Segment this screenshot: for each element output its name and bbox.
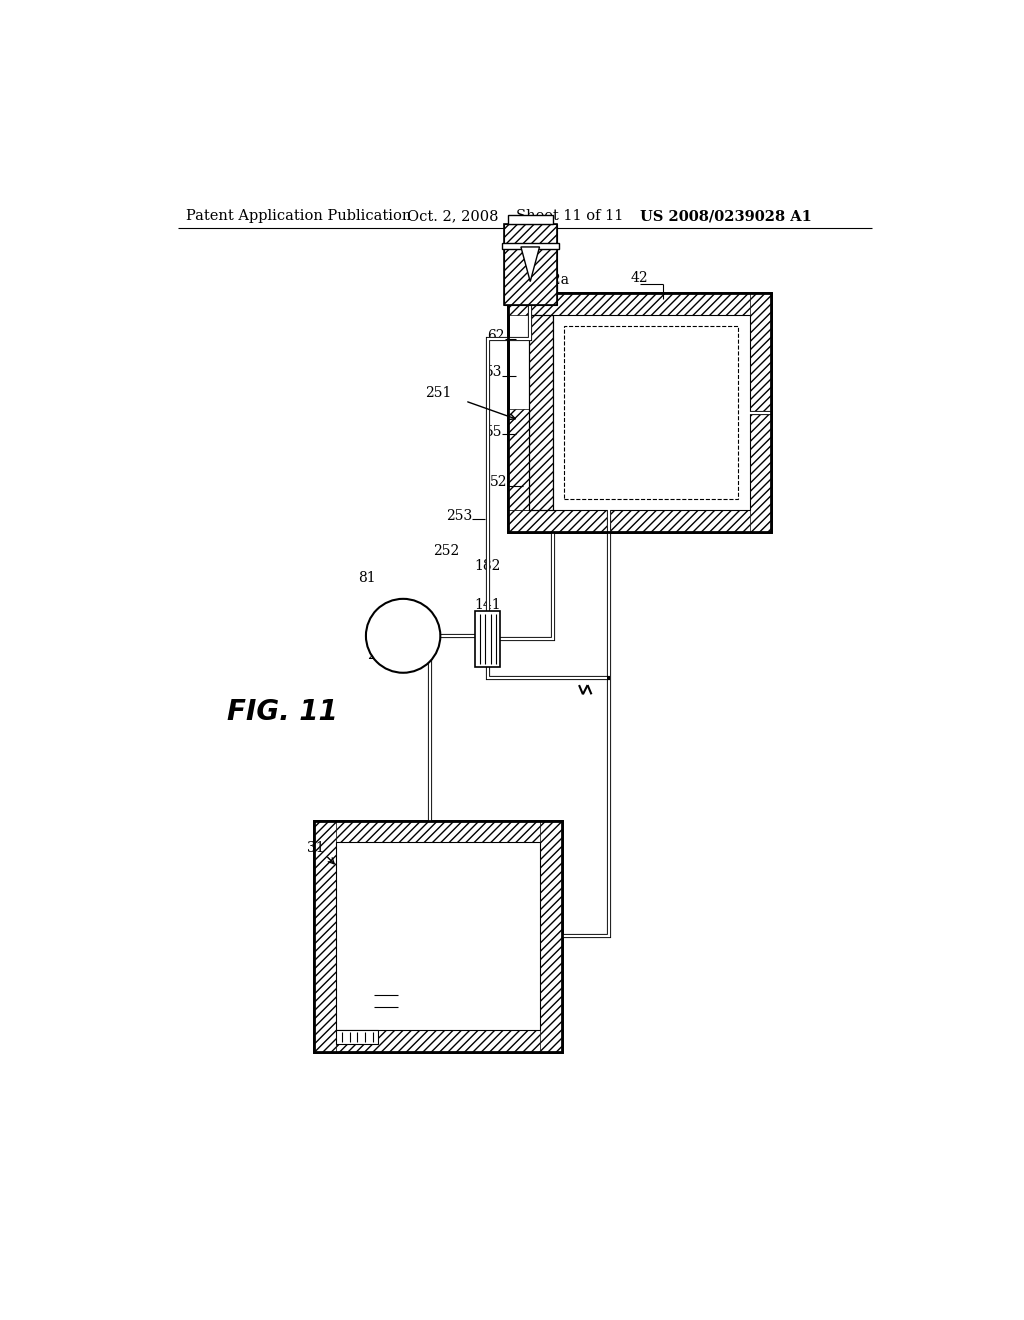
Text: 53: 53 [485, 366, 503, 379]
Polygon shape [521, 247, 540, 281]
Bar [314, 1030, 562, 1052]
Text: FIG. 11: FIG. 11 [227, 698, 338, 726]
Text: 251: 251 [425, 387, 452, 400]
Text: 141: 141 [474, 598, 501, 612]
Bar [314, 821, 562, 842]
Bar [314, 821, 562, 1052]
Text: 42a: 42a [544, 273, 569, 286]
Text: 182: 182 [474, 560, 501, 573]
Bar [541, 821, 562, 1052]
Bar [504, 224, 557, 305]
Text: 55: 55 [528, 273, 546, 286]
Bar [336, 1030, 378, 1044]
Bar [529, 314, 553, 511]
Text: Oct. 2, 2008: Oct. 2, 2008 [407, 209, 499, 223]
Text: 51: 51 [513, 273, 530, 286]
Circle shape [366, 599, 440, 673]
Bar [475, 611, 500, 667]
Bar [508, 511, 771, 532]
Bar [553, 314, 750, 511]
Text: Patent Application Publication: Patent Application Publication [186, 209, 412, 223]
Bar [336, 842, 541, 1030]
Bar [508, 293, 771, 314]
Bar [504, 224, 557, 305]
Text: 241: 241 [367, 648, 393, 663]
Bar [314, 821, 562, 1052]
Bar [564, 326, 738, 499]
Text: 52: 52 [489, 475, 507, 488]
Bar [508, 409, 529, 511]
Text: 253: 253 [445, 510, 472, 524]
Text: 81: 81 [357, 572, 376, 585]
Bar [314, 821, 336, 1052]
Text: 62: 62 [487, 329, 505, 342]
Text: 252: 252 [432, 544, 459, 558]
Bar [750, 293, 771, 532]
Text: 31: 31 [307, 841, 325, 854]
Text: 42: 42 [631, 271, 648, 285]
Text: Sheet 11 of 11: Sheet 11 of 11 [515, 209, 623, 223]
Bar [508, 215, 553, 224]
Bar [508, 293, 771, 532]
Text: US 2008/0239028 A1: US 2008/0239028 A1 [640, 209, 811, 223]
Text: 55: 55 [485, 425, 503, 438]
Bar [529, 314, 553, 511]
Bar [502, 243, 559, 249]
Bar [508, 293, 771, 532]
